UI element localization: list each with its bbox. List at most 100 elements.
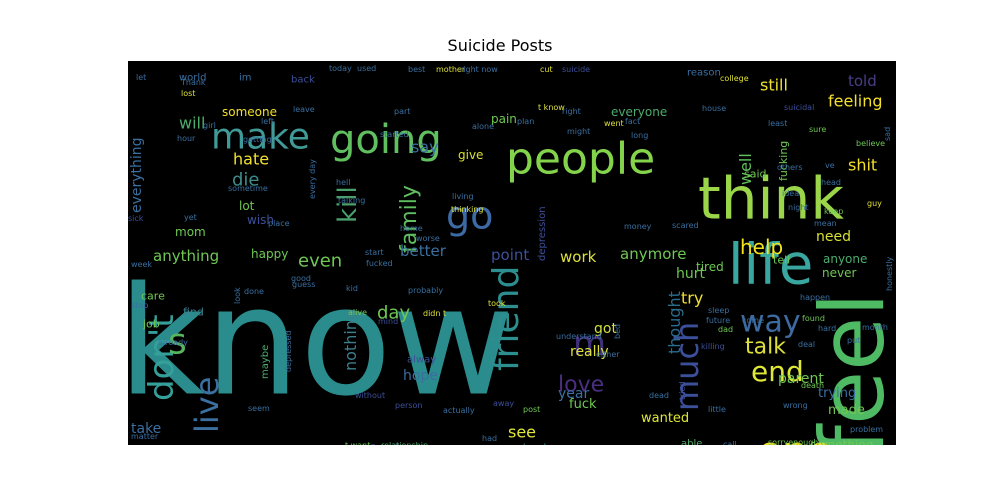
word-girl: girl: [203, 121, 216, 130]
word-college: college: [720, 74, 749, 83]
word-anymore: anymore: [620, 245, 686, 263]
word-don-t: don't: [142, 314, 182, 401]
word-head: head: [821, 178, 841, 187]
word-keep: keep: [824, 207, 843, 216]
word-every-day: every day: [308, 159, 317, 199]
word-reason: reason: [687, 68, 721, 79]
word-right-now: right now: [460, 65, 498, 74]
word-tired: tired: [696, 260, 724, 274]
word-away: away: [493, 399, 514, 408]
word-trying: trying: [818, 386, 856, 401]
word-seem: seem: [248, 404, 270, 413]
word-alive: alive: [348, 308, 367, 317]
word-something: something: [810, 438, 874, 445]
word-probably: probably: [408, 286, 443, 295]
word-thought: thought: [665, 291, 684, 354]
word-without: without: [355, 391, 385, 400]
word-one: one: [758, 429, 832, 445]
word-kid: kid: [346, 284, 358, 293]
word-talk: talk: [745, 335, 786, 360]
word-started: started: [380, 130, 409, 139]
word-anyone: anyone: [823, 252, 867, 266]
word-found: found: [802, 314, 825, 323]
word-actually: actually: [443, 406, 475, 415]
word-hope: hope: [403, 368, 438, 384]
word-alway: alway: [407, 355, 436, 366]
word-know: know: [128, 256, 514, 430]
word-even: even: [298, 250, 342, 271]
word-sad: sad: [883, 127, 892, 141]
word-relationship: relationship: [381, 441, 428, 445]
word-t-know: t know: [538, 103, 565, 112]
word-bed: bed: [613, 324, 622, 339]
word-make: make: [211, 117, 310, 158]
word-find: find: [183, 305, 204, 318]
word-living: living: [452, 192, 474, 201]
word-future: future: [706, 316, 730, 325]
word-call: call: [723, 440, 737, 445]
word-take: take: [131, 421, 161, 437]
word-tried: tried: [678, 381, 687, 400]
word-mean: mean: [814, 219, 837, 228]
word-s: s: [168, 322, 187, 363]
word-fucked: fucked: [366, 259, 393, 268]
word-back: back: [291, 75, 315, 86]
word-sometime: sometime: [228, 184, 268, 193]
word-love: love: [558, 373, 604, 398]
word-night: night: [788, 203, 809, 212]
word-fuck: fuck: [569, 397, 597, 412]
word-mom: mom: [175, 225, 206, 239]
word-much: much: [668, 322, 706, 411]
word-t-want: t want: [345, 441, 370, 445]
word-made: made: [828, 403, 865, 418]
word-die: die: [232, 169, 260, 190]
word-really: really: [570, 344, 609, 360]
word-wanted: wanted: [641, 411, 689, 426]
word-let: let: [136, 73, 146, 82]
word-money: money: [624, 222, 652, 231]
word-lost: lost: [181, 89, 195, 98]
word-place: place: [268, 219, 290, 228]
word-hurt: hurt: [676, 266, 706, 282]
word-guess: guess: [292, 280, 315, 289]
word-hour: hour: [177, 134, 196, 143]
word-come: come: [742, 316, 764, 325]
word-sleep: sleep: [708, 306, 729, 315]
word-thank: Thank: [180, 78, 206, 87]
word-worse: worse: [416, 234, 440, 243]
word-long: long: [631, 131, 648, 140]
word-sick: sick: [128, 214, 144, 223]
word-fucking: fucking: [777, 141, 790, 181]
word-mother: mother: [436, 65, 466, 74]
word-week: week: [131, 260, 152, 269]
word-cut: cut: [540, 65, 553, 74]
word-school: school: [511, 441, 546, 445]
word-start: start: [365, 248, 384, 257]
word-nothing: nothing: [341, 310, 360, 371]
word-sure: sure: [809, 125, 826, 134]
word-go: go: [446, 193, 493, 237]
word-im: im: [239, 73, 252, 84]
word-deal: deal: [798, 340, 815, 349]
word-had: had: [482, 434, 497, 443]
word-idea: idea: [782, 189, 799, 198]
word-depression: depression: [537, 206, 548, 261]
word-care: care: [141, 289, 165, 302]
word-said: said: [744, 167, 767, 180]
word-might: might: [567, 127, 590, 136]
word-hell: hell: [336, 178, 350, 187]
word-look: look: [233, 287, 242, 304]
word-job: job: [142, 317, 160, 330]
word-hate: hate: [233, 150, 269, 169]
word-feel: feel: [801, 292, 896, 445]
word-people: people: [506, 133, 655, 184]
word-guy: guy: [867, 199, 882, 208]
word-month: month: [862, 323, 888, 332]
word-now: now: [218, 443, 325, 445]
word-wish: wish: [247, 213, 274, 227]
word-year: year: [558, 386, 589, 402]
word-will: will: [179, 114, 205, 133]
word-kill: kill: [333, 186, 363, 223]
word-thing: thing: [353, 438, 451, 445]
word-problem: problem: [850, 425, 883, 434]
